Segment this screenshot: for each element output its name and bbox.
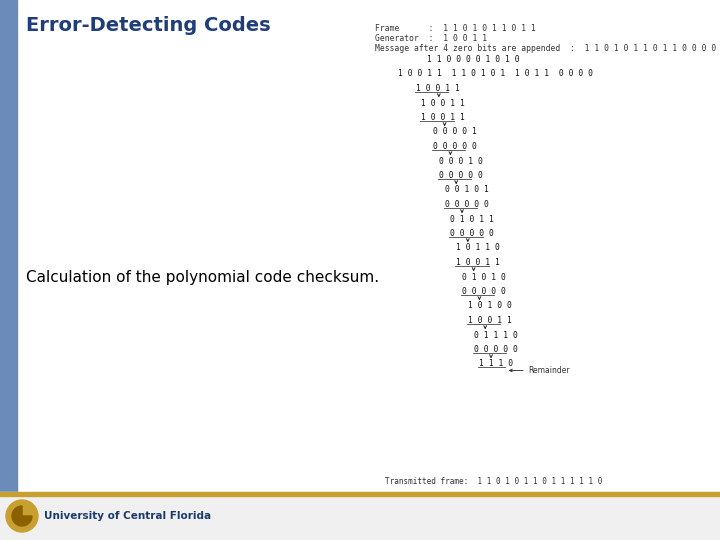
Text: 1 0 0 1 1  1 1 0 1 0 1  1 0 1 1  0 0 0 0: 1 0 0 1 1 1 1 0 1 0 1 1 0 1 1 0 0 0 0 xyxy=(398,70,593,78)
Text: 1 0 1 1 0: 1 0 1 1 0 xyxy=(456,244,500,253)
Text: 0 0 0 0 0: 0 0 0 0 0 xyxy=(445,200,488,209)
Bar xyxy=(0,0,17,492)
Text: 0 1 0 1 0: 0 1 0 1 0 xyxy=(462,273,506,281)
Text: Calculation of the polynomial code checksum.: Calculation of the polynomial code check… xyxy=(26,270,379,285)
Text: 1 1 1 0: 1 1 1 0 xyxy=(480,360,513,368)
Text: 0 0 0 0 0: 0 0 0 0 0 xyxy=(438,171,482,180)
Text: 0 0 0 0 0: 0 0 0 0 0 xyxy=(474,345,518,354)
Text: 1 0 0 1 1: 1 0 0 1 1 xyxy=(421,113,465,122)
Text: 0 0 0 0 0: 0 0 0 0 0 xyxy=(451,229,494,238)
Text: 1 0 0 1 1: 1 0 0 1 1 xyxy=(415,84,459,93)
Text: Transmitted frame:  1 1 0 1 0 1 1 0 1 1 1 1 1 0: Transmitted frame: 1 1 0 1 0 1 1 0 1 1 1… xyxy=(385,477,603,486)
Text: 0 0 0 0 1: 0 0 0 0 1 xyxy=(433,127,477,137)
Text: 1 0 0 1 1: 1 0 0 1 1 xyxy=(456,258,500,267)
Text: 0 0 0 0 0: 0 0 0 0 0 xyxy=(433,142,477,151)
Bar xyxy=(0,492,720,496)
Text: 1 0 0 1 1: 1 0 0 1 1 xyxy=(421,98,465,107)
Text: Error-Detecting Codes: Error-Detecting Codes xyxy=(26,16,271,35)
Circle shape xyxy=(6,500,38,532)
Text: 0 0 0 1 0: 0 0 0 1 0 xyxy=(438,157,482,165)
Text: Remainder: Remainder xyxy=(528,366,570,375)
Text: 1 0 1 0 0: 1 0 1 0 0 xyxy=(468,301,512,310)
Text: 1 1 0 0 0 0 1 0 1 0: 1 1 0 0 0 0 1 0 1 0 xyxy=(427,55,520,64)
Text: 0 1 0 1 1: 0 1 0 1 1 xyxy=(451,214,494,224)
Text: Message after 4 zero bits are appended  :  1 1 0 1 0 1 1 0 1 1 0 0 0 0: Message after 4 zero bits are appended :… xyxy=(375,44,716,53)
Text: University of Central Florida: University of Central Florida xyxy=(44,511,211,521)
Text: 1 0 0 1 1: 1 0 0 1 1 xyxy=(468,316,512,325)
Text: Generator  :  1 0 0 1 1: Generator : 1 0 0 1 1 xyxy=(375,34,487,43)
Text: 0 1 1 1 0: 0 1 1 1 0 xyxy=(474,330,518,340)
Bar xyxy=(0,492,720,540)
Wedge shape xyxy=(12,506,32,526)
Text: 0 0 0 0 0: 0 0 0 0 0 xyxy=(462,287,506,296)
Text: Frame      :  1 1 0 1 0 1 1 0 1 1: Frame : 1 1 0 1 0 1 1 0 1 1 xyxy=(375,24,536,33)
Text: 0 0 1 0 1: 0 0 1 0 1 xyxy=(445,186,488,194)
